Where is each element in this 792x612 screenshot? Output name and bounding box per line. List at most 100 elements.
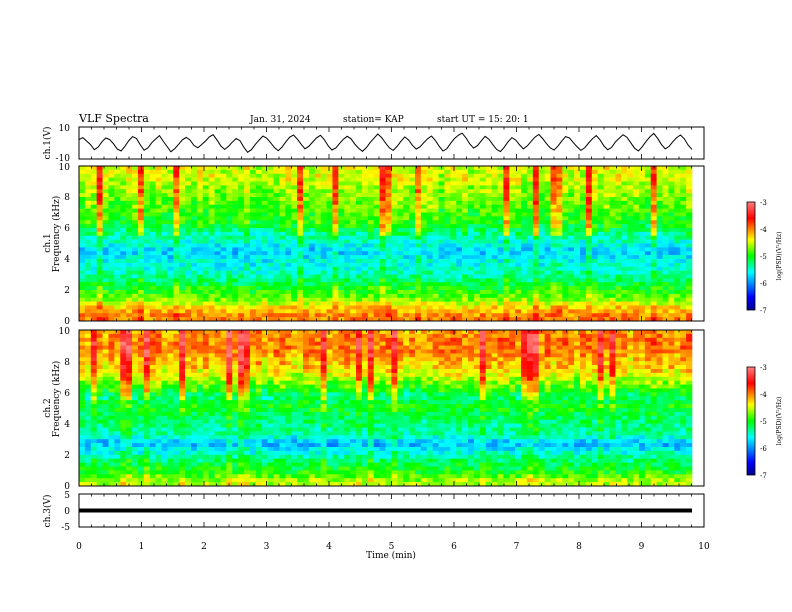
spectrogram-cell — [90, 173, 97, 178]
spectrogram-cell — [580, 255, 587, 260]
spectrogram-cell — [208, 317, 215, 322]
spectrogram-cell — [361, 349, 369, 354]
spectrogram-cell — [585, 220, 593, 225]
spectrogram-cell — [509, 169, 516, 175]
spectrogram-cell — [320, 193, 327, 198]
spectrogram-cell — [196, 247, 204, 252]
spectrogram-cell — [84, 251, 92, 256]
spectrogram-cell — [344, 297, 351, 302]
spectrogram-cell — [615, 247, 622, 252]
spectrogram-cell — [220, 181, 227, 186]
spectrogram-cell — [226, 204, 233, 209]
spectrogram-cell — [173, 317, 180, 322]
spectrogram-cell — [580, 345, 587, 350]
spectrogram-cell — [680, 290, 687, 295]
spectrogram-cell — [403, 177, 410, 182]
spectrogram-cell — [126, 345, 133, 350]
spectrogram-cell — [185, 349, 192, 354]
spectrogram-cell — [556, 330, 563, 335]
spectrogram-cell — [621, 305, 628, 310]
spectrogram-cell — [509, 349, 516, 354]
spectrogram-cell — [291, 337, 298, 342]
spectrogram-cell — [214, 200, 221, 206]
spectrogram-cell — [297, 293, 304, 299]
spectrogram-cell — [379, 278, 386, 283]
spectrogram-cell — [650, 255, 657, 260]
spectrogram-cell — [438, 301, 445, 306]
spectrogram-cell — [414, 353, 422, 358]
spectrogram-cell — [674, 282, 681, 287]
spectrogram-cell — [550, 313, 557, 318]
spectrogram-cell — [426, 305, 433, 310]
spectrogram-cell — [621, 278, 628, 283]
spectrogram-cell — [226, 337, 233, 342]
spectrogram-cell — [497, 243, 504, 248]
spectrogram-cell — [638, 290, 646, 295]
spectrogram-cell — [214, 212, 221, 217]
spectrogram-cell — [414, 282, 422, 287]
spectrogram-cell — [344, 274, 351, 279]
spectrogram-cell — [285, 204, 292, 209]
spectrogram-cell — [544, 189, 551, 194]
spectrogram-cell — [167, 204, 174, 209]
spectrogram-cell — [149, 200, 156, 206]
spectrogram-cell — [173, 173, 180, 178]
spectrogram-cell — [137, 330, 145, 335]
spectrogram-cell — [662, 247, 669, 252]
spectrogram-cell — [314, 197, 321, 202]
spectrogram-cell — [314, 231, 321, 237]
spectrogram-cell — [208, 345, 215, 350]
spectrogram-cell — [202, 357, 209, 362]
spectrogram-cell — [544, 169, 551, 175]
spectrogram-cell — [485, 216, 492, 221]
spectrogram-cell — [120, 305, 127, 310]
spectrogram-cell — [255, 297, 263, 302]
spectrogram-cell — [90, 177, 97, 182]
spectrogram-cell — [580, 197, 587, 202]
spectrogram-cell — [338, 349, 345, 354]
spectrogram-cell — [450, 262, 457, 268]
spectrogram-cell — [526, 290, 534, 295]
spectrogram-cell — [232, 270, 239, 275]
spectrogram-cell — [585, 282, 593, 287]
spectrogram-cell — [79, 305, 86, 310]
spectrogram-cell — [509, 185, 516, 190]
spectrogram-cell — [190, 262, 198, 268]
spectrogram-cell — [350, 239, 357, 244]
spectrogram-cell — [638, 212, 646, 217]
spectrogram-cell — [650, 270, 657, 275]
spectrogram-cell — [308, 282, 316, 287]
spectrogram-cell — [232, 177, 239, 182]
spectrogram-cell — [350, 293, 357, 299]
spectrogram-cell — [409, 200, 416, 206]
spectrogram-cell — [644, 208, 652, 213]
spectrogram-cell — [591, 177, 598, 182]
spectrogram-cell — [208, 293, 215, 299]
spectrogram-cell — [302, 353, 310, 358]
spectrogram-cell — [650, 259, 657, 264]
spectrogram-cell — [526, 177, 534, 182]
spectrogram-cell — [621, 330, 628, 335]
spectrogram-cell — [491, 231, 498, 237]
spectrogram-cell — [297, 278, 304, 283]
spectrogram-cell — [338, 301, 345, 306]
spectrogram-cell — [308, 278, 316, 283]
spectrogram-cell — [161, 166, 168, 171]
spectrogram-cell — [137, 353, 145, 358]
spectrogram-cell — [350, 228, 357, 233]
spectrogram-cell — [473, 290, 481, 295]
spectrogram-cell — [462, 270, 469, 275]
spectrogram-cell — [338, 251, 345, 256]
spectrogram-cell — [526, 274, 534, 279]
spectrogram-cell — [414, 313, 422, 318]
spectrogram-cell — [149, 166, 156, 171]
spectrogram-cell — [621, 290, 628, 295]
spectrogram-cell — [479, 278, 486, 283]
spectrogram-cell — [574, 301, 581, 306]
spectrogram-cell — [468, 228, 475, 233]
spectrogram-cell — [544, 290, 551, 295]
spectrogram-cell — [503, 313, 510, 318]
spectrogram-cell — [208, 235, 215, 240]
spectrogram-cell — [214, 251, 221, 256]
spectrogram-cell — [196, 274, 204, 279]
